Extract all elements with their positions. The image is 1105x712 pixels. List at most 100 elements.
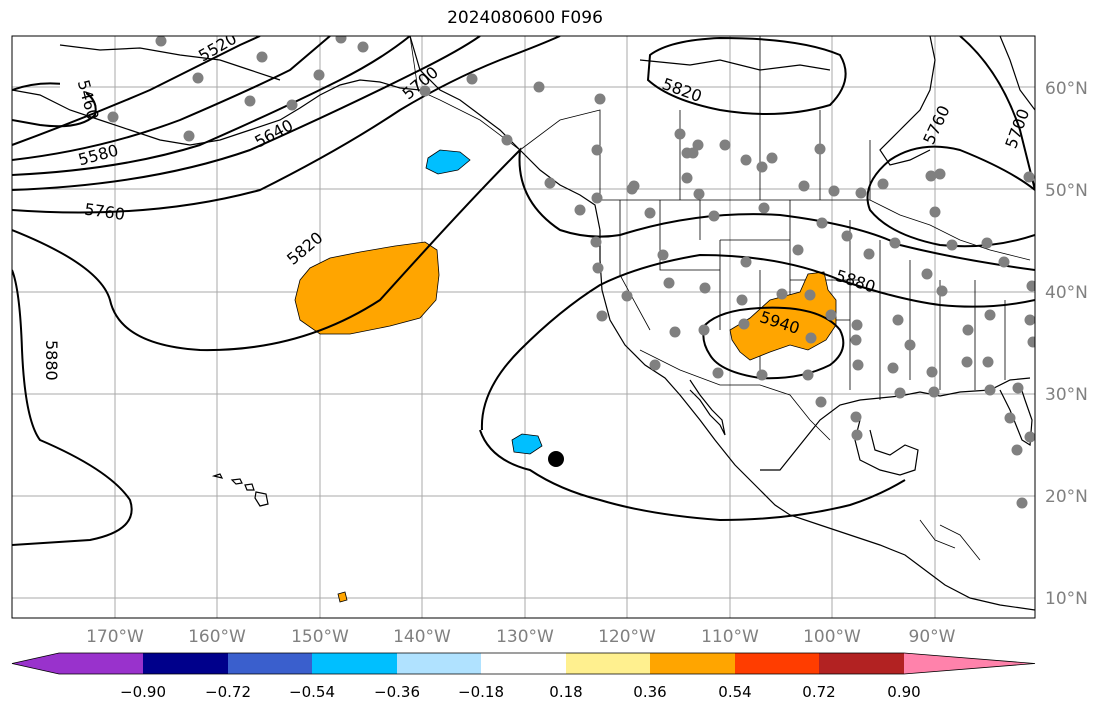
station-marker[interactable]	[544, 177, 556, 189]
station-marker[interactable]	[766, 152, 778, 164]
station-marker[interactable]	[825, 309, 837, 321]
station-marker[interactable]	[892, 314, 904, 326]
station-marker[interactable]	[738, 318, 750, 330]
station-marker[interactable]	[851, 319, 863, 331]
station-marker[interactable]	[699, 282, 711, 294]
station-marker[interactable]	[792, 244, 804, 256]
station-marker[interactable]	[708, 210, 720, 222]
station-marker[interactable]	[192, 72, 204, 84]
station-marker[interactable]	[1016, 497, 1028, 509]
station-marker[interactable]	[591, 144, 603, 156]
station-marker[interactable]	[1012, 382, 1024, 394]
station-marker[interactable]	[776, 288, 788, 300]
station-marker[interactable]	[736, 294, 748, 306]
station-marker[interactable]	[501, 134, 513, 146]
station-marker[interactable]	[693, 188, 705, 200]
station-marker[interactable]	[804, 289, 816, 301]
station-marker[interactable]	[984, 309, 996, 321]
positive-region-small[interactable]	[337, 591, 348, 603]
station-marker[interactable]	[814, 143, 826, 155]
station-marker[interactable]	[946, 239, 958, 251]
station-marker[interactable]	[687, 147, 699, 159]
station-marker[interactable]	[1024, 314, 1036, 326]
station-marker[interactable]	[929, 206, 941, 218]
negative-region-subtropical[interactable]	[511, 433, 543, 455]
station-marker[interactable]	[850, 334, 862, 346]
station-marker[interactable]	[466, 73, 478, 85]
station-marker[interactable]	[1011, 444, 1023, 456]
station-marker[interactable]	[816, 217, 828, 229]
station-marker[interactable]	[961, 356, 973, 368]
station-marker[interactable]	[591, 192, 603, 204]
station-marker[interactable]	[183, 130, 195, 142]
station-marker[interactable]	[828, 185, 840, 197]
station-marker[interactable]	[286, 99, 298, 111]
station-marker[interactable]	[533, 81, 545, 93]
station-marker[interactable]	[674, 128, 686, 140]
station-marker[interactable]	[756, 369, 768, 381]
station-marker[interactable]	[107, 111, 119, 123]
station-marker[interactable]	[244, 95, 256, 107]
station-marker[interactable]	[657, 249, 669, 261]
station-marker[interactable]	[928, 386, 940, 398]
station-marker[interactable]	[894, 387, 906, 399]
station-marker[interactable]	[669, 326, 681, 338]
station-marker[interactable]	[592, 262, 604, 274]
station-marker[interactable]	[649, 359, 661, 371]
station-marker[interactable]	[621, 290, 633, 302]
station-marker[interactable]	[852, 359, 864, 371]
station-marker[interactable]	[313, 69, 325, 81]
station-marker[interactable]	[574, 204, 586, 216]
station-marker[interactable]	[357, 41, 369, 53]
station-marker[interactable]	[756, 161, 768, 173]
station-marker[interactable]	[596, 310, 608, 322]
station-marker[interactable]	[984, 384, 996, 396]
station-marker[interactable]	[921, 268, 933, 280]
station-marker[interactable]	[1023, 171, 1035, 183]
station-marker[interactable]	[1004, 412, 1016, 424]
station-marker[interactable]	[419, 85, 431, 97]
station-marker[interactable]	[925, 170, 937, 182]
station-marker[interactable]	[998, 256, 1010, 268]
station-marker[interactable]	[904, 339, 916, 351]
station-marker[interactable]	[698, 324, 710, 336]
station-marker[interactable]	[692, 139, 704, 151]
station-marker[interactable]	[877, 178, 889, 190]
station-marker[interactable]	[1027, 336, 1039, 348]
station-marker[interactable]	[594, 93, 606, 105]
positive-region-pacific[interactable]	[294, 241, 440, 335]
station-marker[interactable]	[740, 256, 752, 268]
station-marker[interactable]	[663, 277, 675, 289]
station-marker[interactable]	[1024, 431, 1036, 443]
station-marker[interactable]	[644, 207, 656, 219]
station-marker[interactable]	[841, 230, 853, 242]
station-marker[interactable]	[863, 248, 875, 260]
station-marker[interactable]	[719, 139, 731, 151]
station-marker[interactable]	[256, 51, 268, 63]
station-marker[interactable]	[712, 367, 724, 379]
station-marker[interactable]	[1026, 280, 1038, 292]
station-marker[interactable]	[335, 33, 347, 44]
station-marker[interactable]	[926, 366, 938, 378]
station-marker[interactable]	[982, 356, 994, 368]
station-marker[interactable]	[758, 202, 770, 214]
station-marker[interactable]	[590, 236, 602, 248]
station-marker[interactable]	[981, 237, 993, 249]
station-marker[interactable]	[805, 332, 817, 344]
station-marker[interactable]	[155, 36, 167, 47]
station-marker[interactable]	[887, 362, 899, 374]
station-marker[interactable]	[934, 168, 946, 180]
station-marker[interactable]	[962, 324, 974, 336]
station-marker[interactable]	[798, 180, 810, 192]
station-marker[interactable]	[850, 411, 862, 423]
station-marker[interactable]	[802, 369, 814, 381]
station-marker[interactable]	[889, 237, 901, 249]
station-marker[interactable]	[815, 396, 827, 408]
station-marker[interactable]	[855, 187, 867, 199]
negative-region-gulf-alaska[interactable]	[425, 149, 471, 175]
map-area[interactable]	[12, 36, 1035, 618]
station-marker[interactable]	[936, 285, 948, 297]
station-marker[interactable]	[740, 154, 752, 166]
station-marker[interactable]	[681, 172, 693, 184]
highlight-marker[interactable]	[548, 451, 564, 467]
